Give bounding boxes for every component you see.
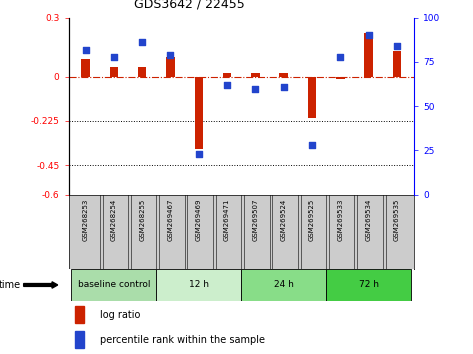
Point — [393, 43, 401, 49]
Text: GSM269469: GSM269469 — [196, 198, 202, 241]
Text: GSM269467: GSM269467 — [167, 198, 174, 241]
Text: log ratio: log ratio — [100, 310, 140, 320]
Text: GDS3642 / 22455: GDS3642 / 22455 — [134, 0, 245, 11]
Bar — [251, 73, 260, 77]
Point — [308, 142, 316, 148]
Text: GSM269471: GSM269471 — [224, 198, 230, 241]
Text: time: time — [0, 280, 21, 290]
Bar — [280, 73, 288, 77]
Bar — [76, 306, 84, 323]
Text: GSM268253: GSM268253 — [83, 198, 88, 241]
Bar — [241, 269, 326, 301]
Bar — [308, 77, 316, 118]
Bar — [194, 77, 203, 149]
Point — [82, 47, 89, 52]
Text: GSM269533: GSM269533 — [337, 198, 343, 241]
Bar — [156, 269, 241, 301]
Text: GSM268255: GSM268255 — [139, 198, 145, 241]
Bar — [81, 59, 90, 77]
Bar — [71, 269, 156, 301]
Text: GSM269535: GSM269535 — [394, 198, 400, 241]
Text: GSM268254: GSM268254 — [111, 198, 117, 241]
Point — [166, 52, 174, 58]
Text: baseline control: baseline control — [78, 280, 150, 290]
Text: 72 h: 72 h — [359, 280, 378, 290]
Point — [252, 86, 259, 91]
Text: GSM269507: GSM269507 — [253, 198, 258, 241]
Bar — [336, 77, 344, 79]
Point — [110, 54, 118, 59]
Text: 24 h: 24 h — [274, 280, 294, 290]
Bar — [110, 67, 118, 77]
Bar — [138, 67, 147, 77]
Bar — [364, 33, 373, 77]
Bar — [166, 57, 175, 77]
Bar — [326, 269, 411, 301]
Point — [195, 151, 202, 157]
Bar — [223, 73, 231, 77]
Point — [336, 54, 344, 59]
Text: GSM269525: GSM269525 — [309, 198, 315, 241]
Point — [280, 84, 288, 90]
Bar — [76, 331, 84, 348]
Text: 12 h: 12 h — [189, 280, 209, 290]
Point — [365, 33, 372, 38]
Text: GSM269524: GSM269524 — [280, 198, 287, 241]
Text: percentile rank within the sample: percentile rank within the sample — [100, 335, 265, 344]
Point — [223, 82, 231, 88]
Text: GSM269534: GSM269534 — [366, 198, 372, 241]
Bar — [393, 51, 401, 77]
Point — [139, 40, 146, 45]
